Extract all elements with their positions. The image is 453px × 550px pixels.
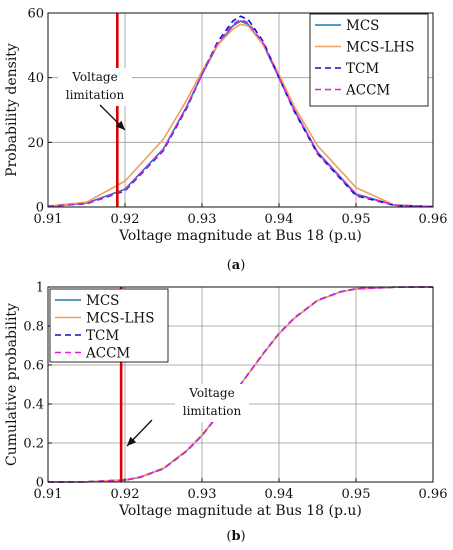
x-tick-label: 0.93 bbox=[188, 487, 217, 502]
legend-label: ACCM bbox=[345, 83, 390, 99]
y-tick-label: 0 bbox=[36, 201, 44, 216]
y-tick-label: 0.2 bbox=[23, 437, 44, 452]
y-tick-label: 0.8 bbox=[23, 320, 44, 335]
y-axis-label: Probability density bbox=[4, 43, 20, 177]
y-tick-label: 0.6 bbox=[23, 359, 44, 374]
panel-caption: (a) bbox=[227, 258, 246, 273]
axes-box bbox=[47, 12, 434, 208]
y-tick-label: 0.4 bbox=[23, 398, 44, 413]
legend-label: TCM bbox=[346, 61, 379, 77]
x-tick-label: 0.95 bbox=[342, 487, 371, 502]
x-tick-label: 0.93 bbox=[188, 212, 217, 227]
annotation-text: limitation bbox=[183, 404, 242, 418]
annotation-text: Voltage bbox=[71, 70, 117, 84]
x-tick-label: 0.96 bbox=[419, 487, 448, 502]
legend-label: TCM bbox=[86, 328, 119, 344]
x-tick-label: 0.91 bbox=[34, 487, 63, 502]
y-tick-label: 1 bbox=[36, 281, 44, 296]
panel-caption: (b) bbox=[226, 529, 245, 544]
annotation-arrowhead bbox=[115, 120, 125, 130]
x-tick-label: 0.95 bbox=[342, 212, 371, 227]
series-line-tcm bbox=[47, 15, 434, 208]
x-tick-label: 0.94 bbox=[265, 487, 294, 502]
annotation-text: limitation bbox=[66, 88, 125, 102]
panel-b: 0.91 0.92 0.93 0.94 0.95 0.96 0 0.2 0.4 0.6 0.8 1 Vo… bbox=[4, 281, 447, 545]
series-line-accm bbox=[47, 18, 434, 208]
x-tick-label: 0.92 bbox=[111, 212, 140, 227]
legend-label: MCS-LHS bbox=[86, 311, 154, 327]
series-line-mcs-lhs bbox=[47, 23, 434, 208]
annotation-text: Voltage bbox=[188, 386, 234, 400]
legend-label: MCS bbox=[346, 18, 379, 34]
legend-box bbox=[309, 13, 429, 107]
y-tick-label: 60 bbox=[27, 7, 44, 22]
legend-label: ACCM bbox=[85, 346, 130, 362]
x-axis-label: Voltage magnitude at Bus 18 (p.u) bbox=[118, 228, 362, 244]
axes-box bbox=[47, 286, 434, 483]
annotation-arrowhead bbox=[127, 436, 137, 446]
panel-a: 0.91 0.92 0.93 0.94 0.95 0.96 0 20 40 60 Voltage m… bbox=[4, 7, 447, 274]
y-tick-label: 40 bbox=[27, 71, 44, 86]
x-axis-label: Voltage magnitude at Bus 18 (p.u) bbox=[118, 503, 362, 519]
annotation-background bbox=[58, 68, 132, 106]
x-tick-label: 0.94 bbox=[265, 212, 294, 227]
x-tick-label: 0.92 bbox=[111, 487, 140, 502]
legend-box bbox=[49, 288, 169, 363]
y-tick-label: 0 bbox=[36, 476, 44, 491]
y-axis-label: Cumulative probability bbox=[4, 303, 20, 466]
x-tick-label: 0.91 bbox=[34, 212, 63, 227]
legend-label: MCS bbox=[86, 293, 119, 309]
annotation-background bbox=[175, 384, 249, 422]
y-tick-label: 20 bbox=[27, 136, 44, 151]
legend-label: MCS-LHS bbox=[346, 40, 414, 56]
x-tick-label: 0.96 bbox=[419, 212, 448, 227]
